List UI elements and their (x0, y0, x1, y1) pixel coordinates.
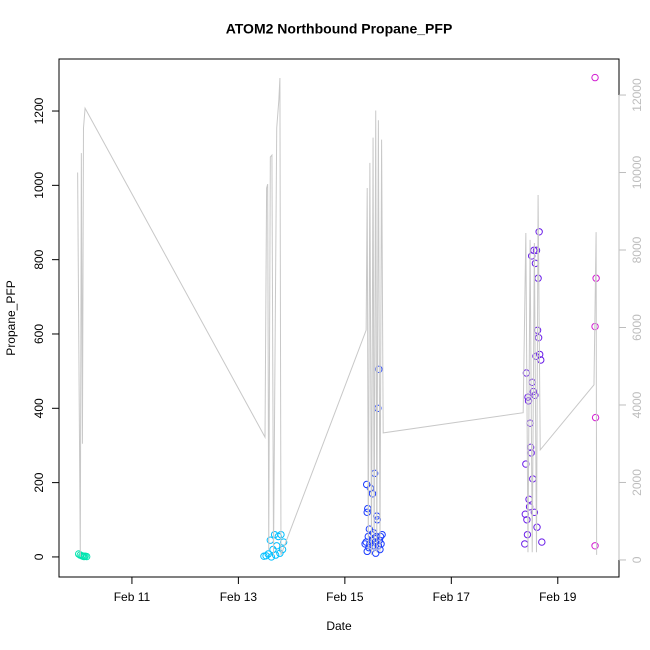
point (266, 536, 275, 544)
line (77, 77, 598, 557)
point (523, 516, 531, 524)
x-tick-label: Feb 17 (433, 590, 471, 604)
x-tick-label: Feb 15 (326, 590, 364, 604)
y-axis-label: Propane_PFP (4, 280, 18, 355)
point (525, 495, 533, 504)
y-tick-label: 1200 (32, 97, 46, 124)
point (278, 545, 287, 554)
point (279, 538, 288, 546)
x-axis-label: Date (326, 619, 352, 633)
point (530, 508, 539, 517)
x-tick-label: Feb 19 (539, 590, 577, 604)
point (538, 538, 546, 546)
y2-tick-label: 4000 (630, 391, 644, 418)
y2-tick-label: 0 (630, 556, 644, 563)
chart-title: ATOM2 Northbound Propane_PFP (226, 21, 453, 37)
y-tick-label: 1000 (32, 172, 46, 199)
point (591, 413, 600, 422)
point (82, 552, 91, 561)
point (267, 553, 276, 561)
y-tick-label: 0 (32, 553, 46, 560)
point (526, 419, 534, 427)
point (528, 378, 536, 386)
point (276, 549, 284, 557)
y-tick-label: 600 (32, 324, 46, 344)
point (591, 73, 599, 82)
point (363, 508, 371, 517)
point (591, 542, 599, 550)
point (372, 549, 380, 557)
y-tick-label: 200 (32, 472, 46, 492)
x-tick-label: Feb 13 (220, 590, 258, 604)
point (378, 530, 386, 539)
y-tick-label: 400 (32, 398, 46, 418)
point (534, 333, 543, 342)
point (368, 490, 377, 498)
y2-tick-label: 12000 (630, 78, 644, 112)
point (363, 547, 371, 556)
point (532, 246, 541, 255)
point (273, 542, 281, 550)
y2-tick-label: 2000 (630, 469, 644, 496)
x-tick-label: Feb 11 (114, 590, 151, 604)
point (362, 480, 371, 489)
point (535, 228, 543, 236)
y2-tick-label: 6000 (630, 314, 644, 341)
y-tick-label: 800 (32, 249, 46, 269)
point (271, 551, 280, 559)
point (521, 540, 529, 548)
point (365, 543, 373, 552)
y2-tick-label: 8000 (630, 236, 644, 263)
point (270, 530, 279, 539)
point (377, 540, 385, 548)
y2-tick-label: 10000 (630, 156, 644, 190)
point (262, 552, 270, 560)
point (369, 542, 377, 550)
